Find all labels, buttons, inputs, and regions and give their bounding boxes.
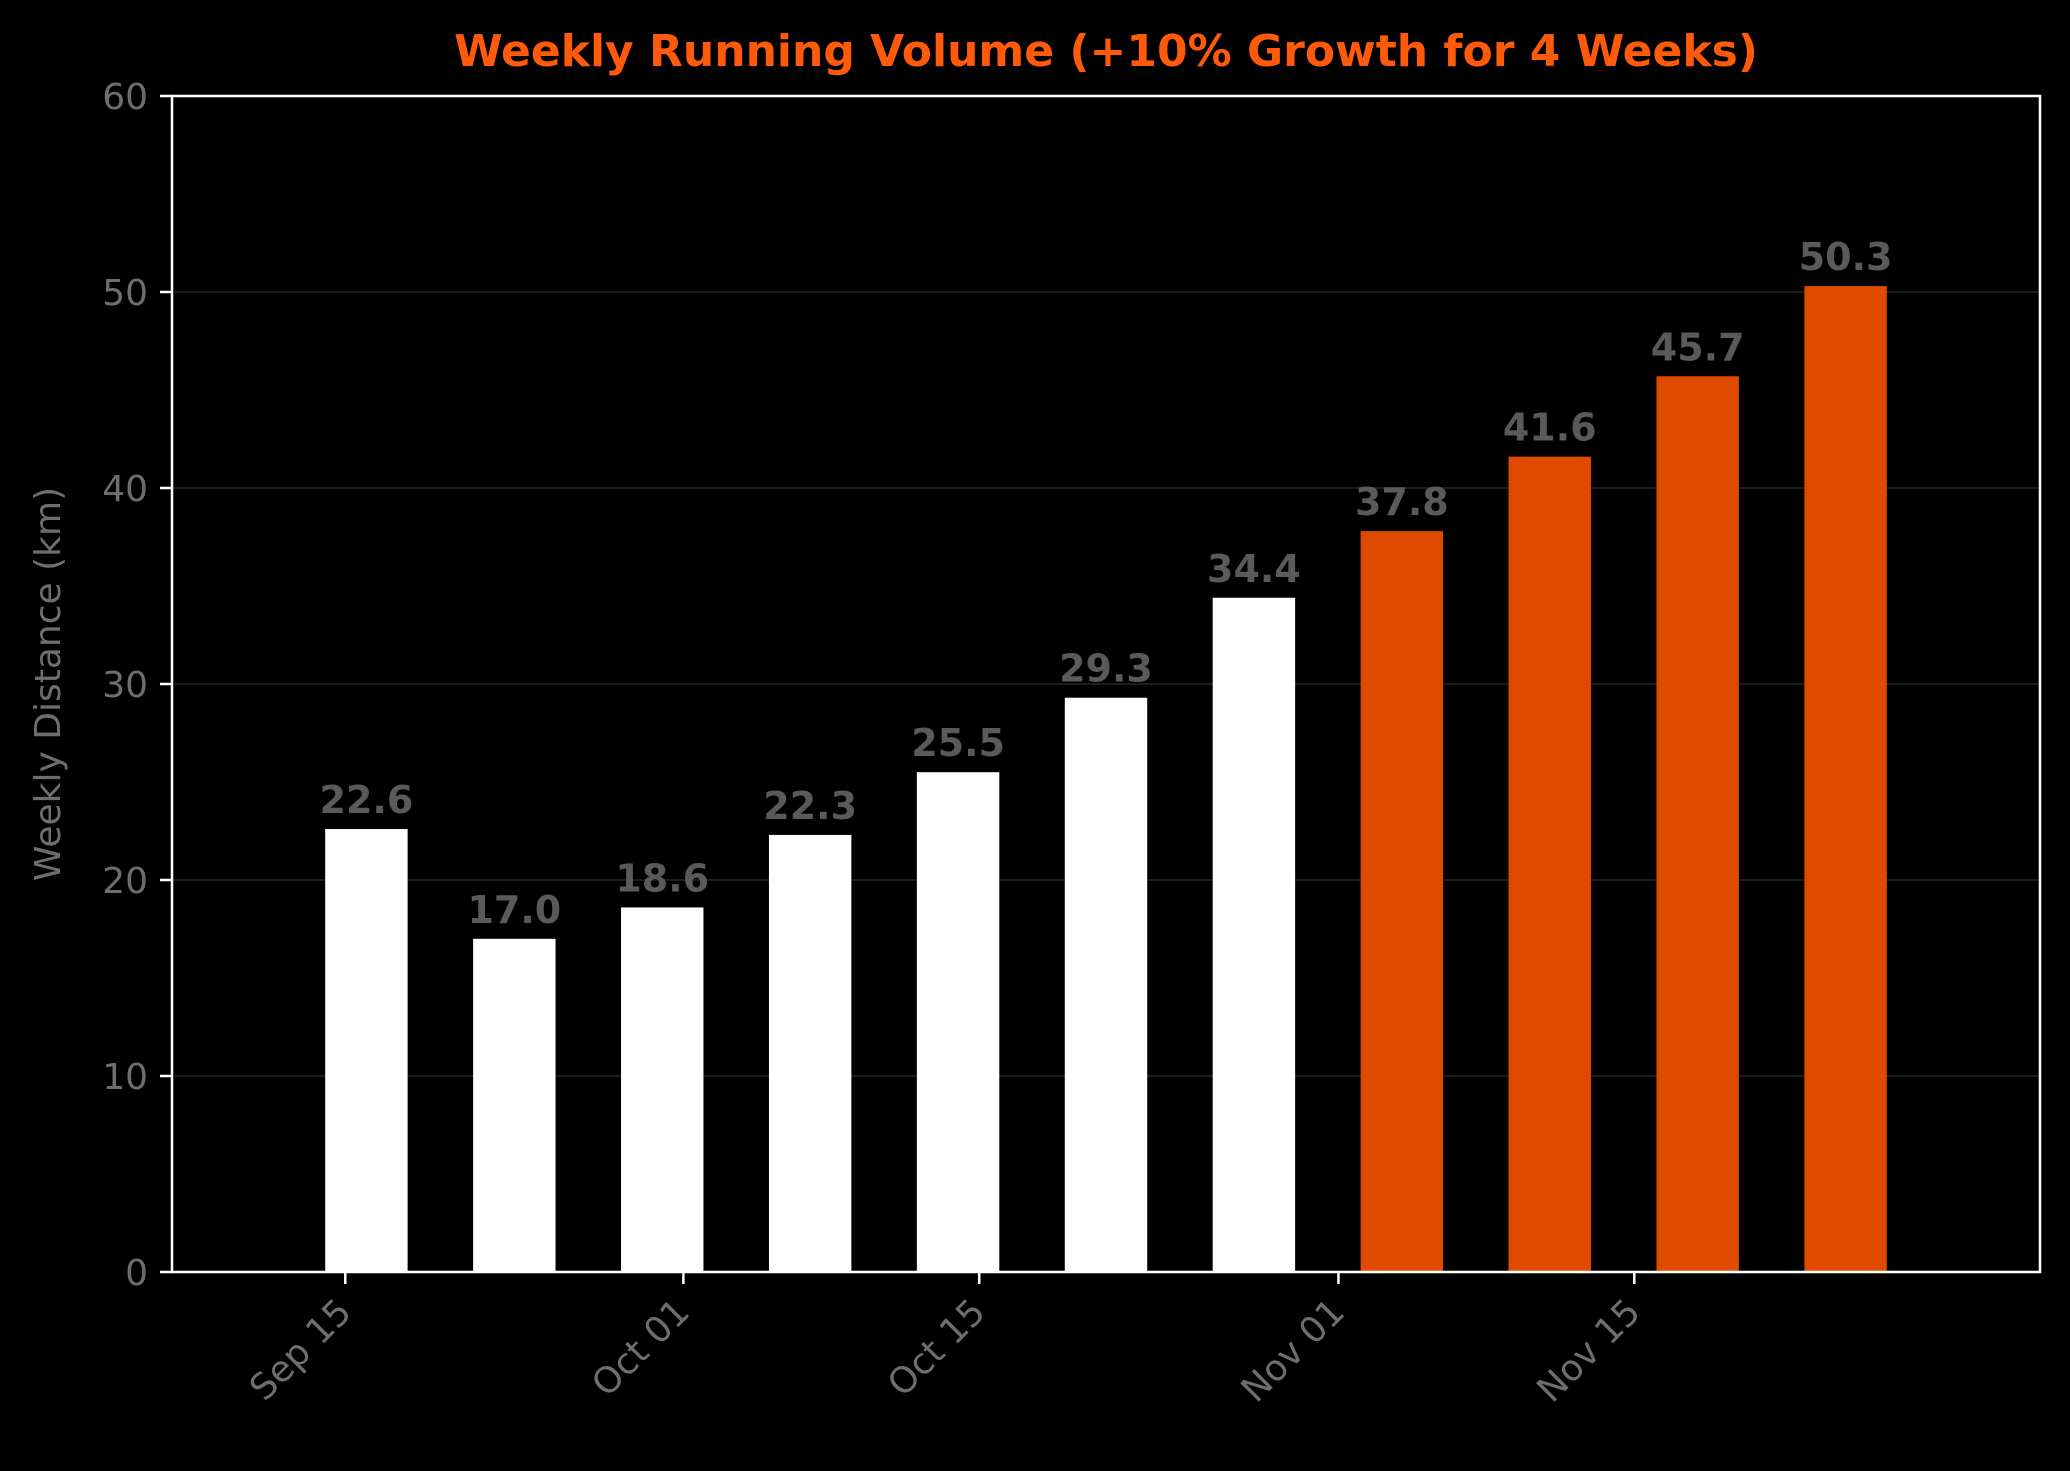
value-labels: 22.6 17.0 18.6 22.3 25.5 29.3 34.4 37.8 41.6 45.7… bbox=[320, 235, 1893, 932]
bar bbox=[1804, 286, 1887, 1272]
bar bbox=[325, 829, 408, 1272]
bar bbox=[1508, 456, 1591, 1272]
bar-value-label: 29.3 bbox=[1059, 647, 1153, 691]
bar-value-label: 45.7 bbox=[1651, 325, 1745, 369]
bar bbox=[1656, 376, 1739, 1272]
bar-value-label: 22.6 bbox=[320, 778, 414, 822]
bar-value-label: 37.8 bbox=[1355, 480, 1449, 524]
bar bbox=[1212, 597, 1296, 1272]
bar-value-label: 22.3 bbox=[763, 784, 857, 828]
bar-value-label: 50.3 bbox=[1799, 235, 1893, 279]
bar bbox=[1064, 697, 1148, 1272]
bar bbox=[621, 907, 704, 1272]
bar-value-label: 25.5 bbox=[911, 721, 1005, 765]
bar-value-label: 18.6 bbox=[615, 856, 709, 900]
y-tick-label: 10 bbox=[102, 1057, 148, 1098]
bars bbox=[325, 286, 1887, 1272]
bar bbox=[473, 938, 556, 1272]
bar-value-label: 41.6 bbox=[1503, 406, 1597, 450]
bar bbox=[768, 834, 852, 1272]
y-axis-ticks: 0 10 20 30 40 50 60 bbox=[102, 77, 172, 1294]
y-tick-label: 0 bbox=[125, 1253, 148, 1294]
bar-value-label: 17.0 bbox=[467, 888, 561, 932]
y-tick-label: 30 bbox=[102, 665, 148, 706]
y-tick-label: 60 bbox=[102, 77, 148, 118]
bar bbox=[1360, 531, 1444, 1272]
bar bbox=[916, 772, 1000, 1272]
y-tick-label: 20 bbox=[102, 861, 148, 902]
y-axis-label: Weekly Distance (km) bbox=[28, 487, 69, 881]
bar-value-label: 34.4 bbox=[1207, 547, 1301, 591]
y-tick-label: 40 bbox=[102, 469, 148, 510]
chart-title: Weekly Running Volume (+10% Growth for 4… bbox=[454, 26, 1758, 77]
y-tick-label: 50 bbox=[102, 273, 148, 314]
